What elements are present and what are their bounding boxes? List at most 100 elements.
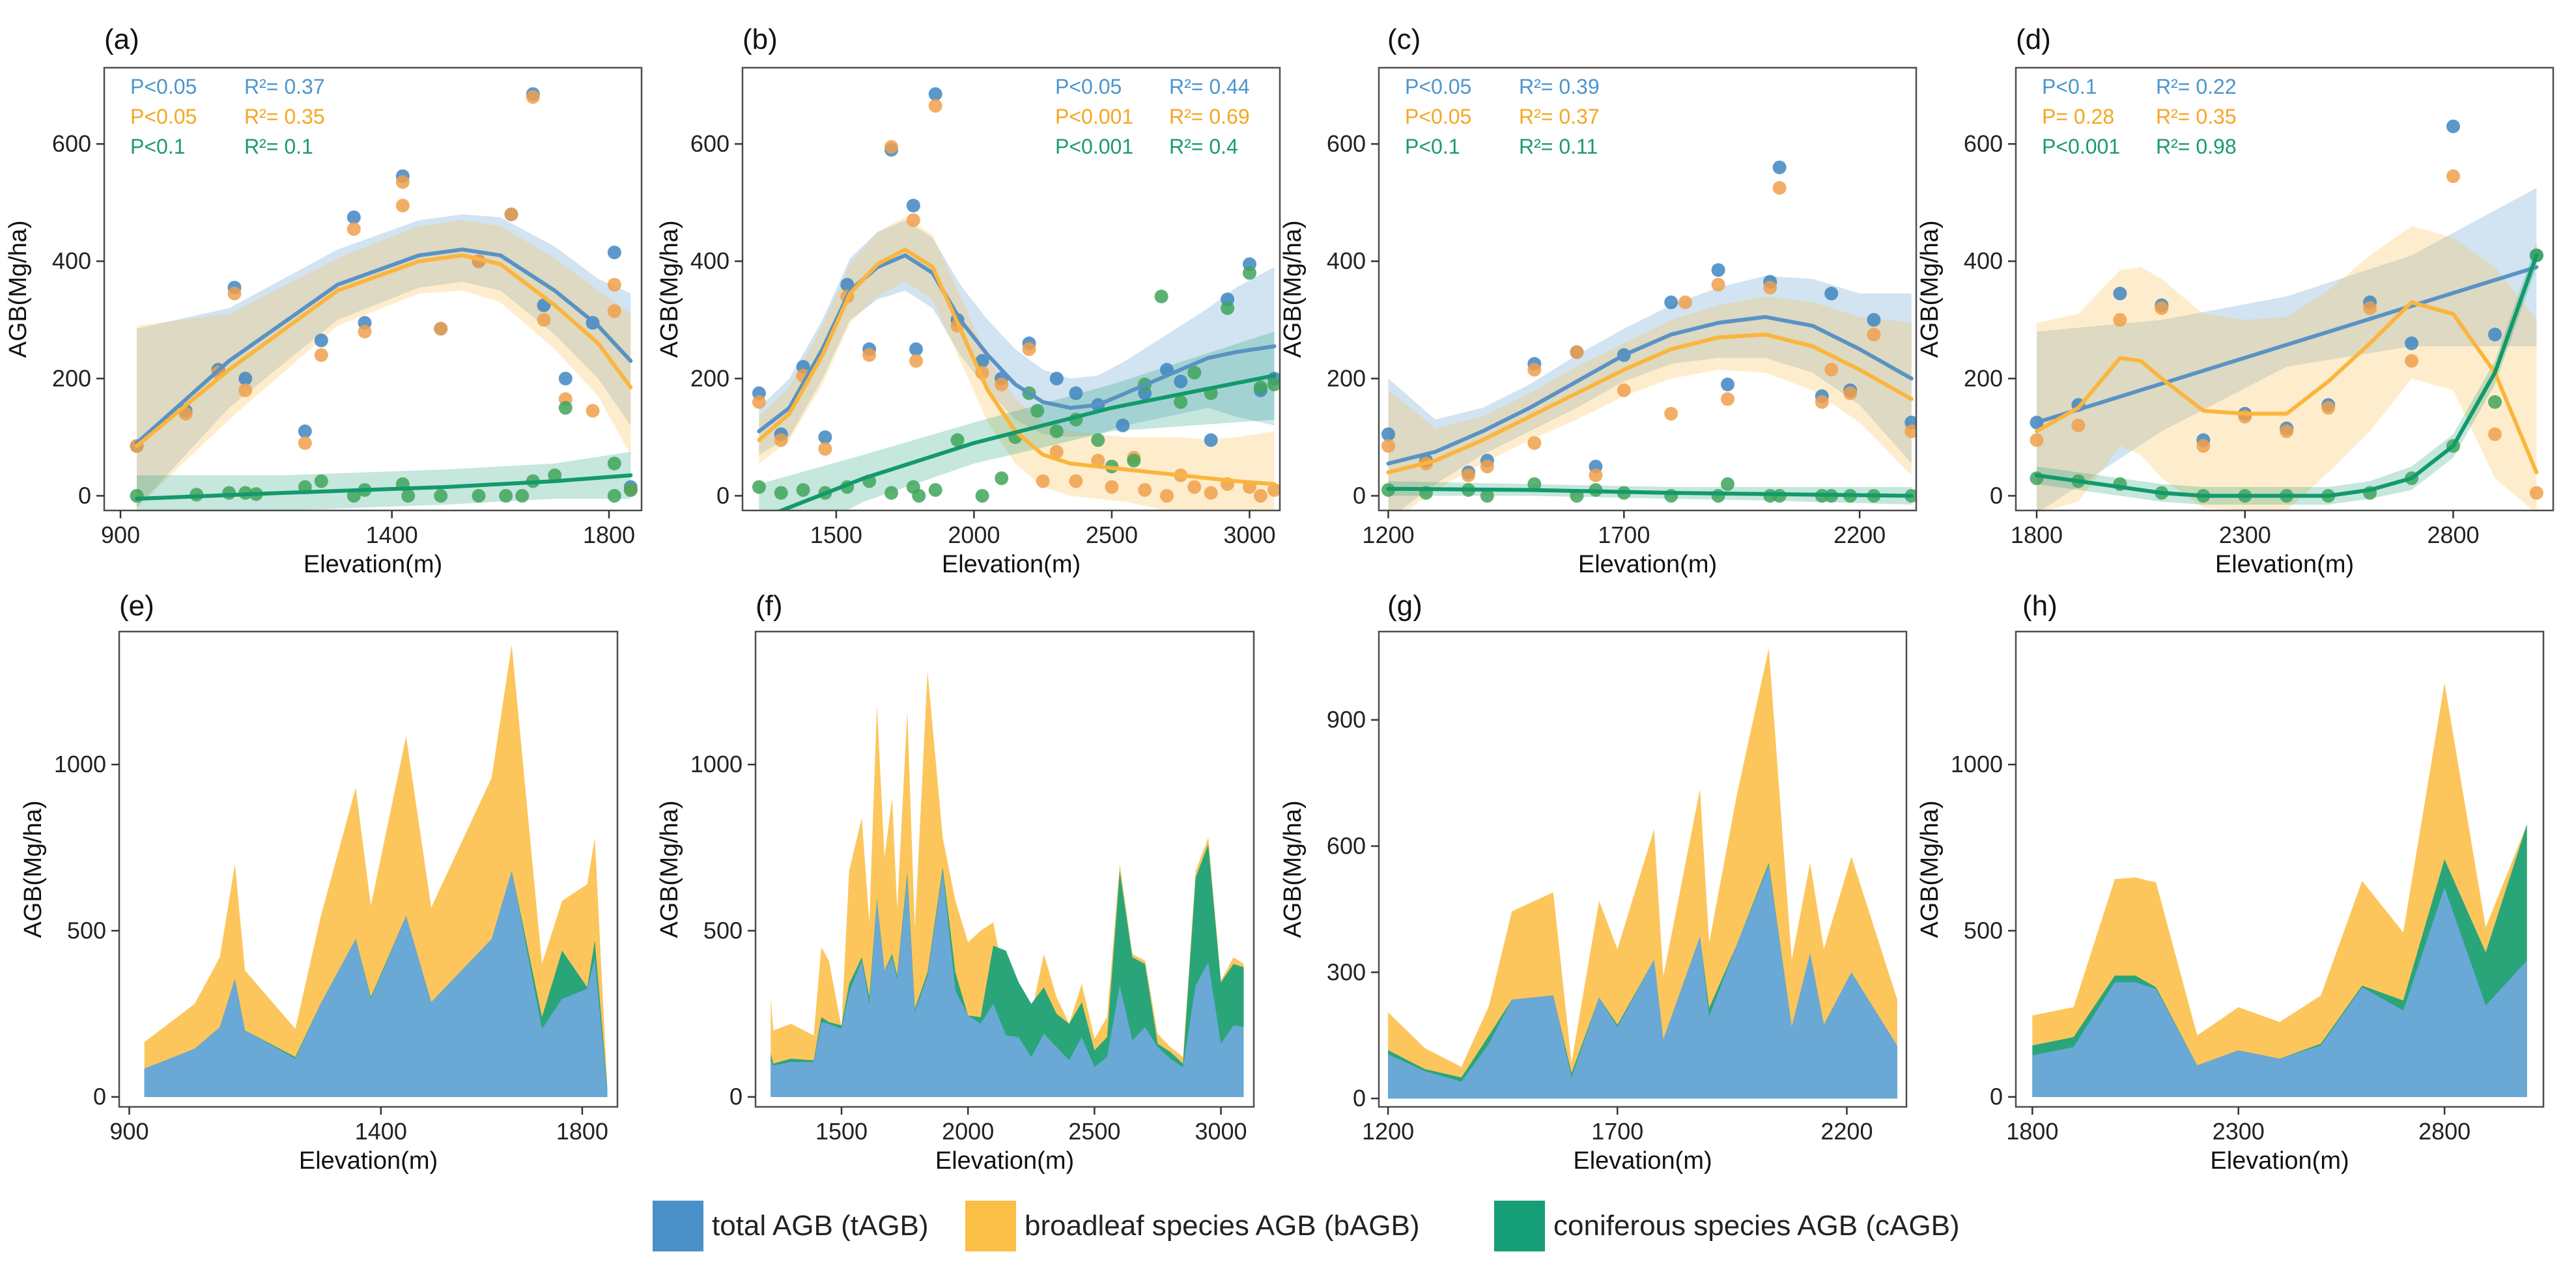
x-axis-label: Elevation(m)	[304, 551, 442, 578]
point-broad	[1527, 436, 1542, 450]
stat-p-conif: P<0.001	[2042, 135, 2120, 158]
confidence-band-conif	[759, 331, 1275, 510]
fit-line-conif	[1386, 486, 1914, 498]
point-broad	[2363, 301, 2377, 315]
x-tick-label: 1500	[815, 1118, 868, 1145]
confidence-band-broad	[759, 217, 1275, 510]
point-conif	[401, 489, 416, 503]
point-conif	[975, 489, 989, 503]
point-total	[928, 87, 942, 101]
x-tick-label: 1800	[583, 522, 635, 548]
x-tick-label: 2300	[2213, 1118, 2265, 1145]
point-conif	[752, 480, 766, 494]
point-broad	[2071, 418, 2086, 432]
point-conif	[222, 486, 236, 500]
x-tick-label: 1700	[1591, 1118, 1643, 1145]
point-broad	[607, 277, 621, 292]
point-broad	[607, 304, 621, 318]
y-tick-label: 500	[67, 917, 106, 943]
panel-frame	[103, 66, 643, 512]
point-broad	[2155, 301, 2169, 315]
stat-r2-total: R²= 0.39	[1519, 75, 1600, 98]
stat-p-broad: P= 0.28	[2042, 105, 2114, 128]
stat-p-conif: P<0.1	[1405, 135, 1460, 158]
stat-r2-broad: R²= 0.35	[2156, 105, 2237, 128]
point-broad	[928, 99, 942, 113]
confidence-band-broad	[2037, 226, 2537, 510]
x-tick-label: 2300	[2219, 522, 2271, 548]
point-total	[1204, 433, 1218, 447]
x-tick-label: 2200	[1820, 1118, 1873, 1145]
point-conif	[1527, 477, 1542, 491]
y-tick-label: 300	[1327, 958, 1366, 985]
plot-area	[1388, 648, 1897, 1099]
panel-f: 1500 2000 2500 3000 0 500 1000 Elevation(m) AGB(…	[656, 590, 1255, 1175]
point-total	[2113, 286, 2127, 301]
plot-area	[2032, 683, 2527, 1097]
point-conif	[434, 489, 448, 503]
point-broad	[1091, 453, 1105, 467]
stat-r2-broad: R²= 0.37	[1519, 105, 1600, 128]
point-broad	[885, 140, 898, 154]
point-broad	[1617, 383, 1631, 397]
point-total	[1721, 377, 1734, 391]
point-conif	[1091, 433, 1105, 447]
panel-c: P<0.05 R²= 0.39 P<0.05 R²= 0.37 P<0.1 R²= 0.1…	[1279, 23, 1918, 578]
plot-area	[1381, 160, 1916, 510]
point-broad	[2488, 427, 2502, 441]
y-tick-label: 500	[1964, 917, 2003, 943]
point-total	[238, 371, 253, 385]
fit-line-broad	[1386, 332, 1914, 475]
point-total	[1381, 427, 1395, 441]
y-axis-label: AGB(Mg/ha)	[1279, 220, 1307, 357]
point-broad	[434, 322, 448, 336]
x-tick-label: 1400	[366, 522, 418, 548]
point-total	[2405, 336, 2419, 350]
point-total	[298, 424, 312, 438]
point-broad	[1815, 395, 1829, 409]
stat-p-total: P<0.05	[130, 75, 197, 98]
point-conif	[1711, 489, 1725, 503]
panel-b: P<0.05 R²= 0.44 P<0.001 R²= 0.69 P<0.001 R²= …	[656, 23, 1281, 578]
point-conif	[499, 489, 513, 503]
point-conif	[548, 468, 562, 482]
area-total	[144, 871, 608, 1097]
x-tick-label: 2500	[1086, 522, 1138, 548]
y-tick-label: 400	[1964, 247, 2003, 274]
panel-frame	[118, 630, 619, 1108]
stat-r2-total: R²= 0.37	[244, 75, 325, 98]
point-broad	[1721, 392, 1734, 406]
point-broad	[1664, 406, 1678, 421]
stat-p-broad: P<0.05	[1405, 105, 1471, 128]
panel-frame	[1378, 630, 1908, 1108]
y-tick-label: 0	[716, 482, 729, 509]
y-axis-label: AGB(Mg/ha)	[1916, 800, 1944, 938]
area-total	[1388, 865, 1897, 1099]
point-broad	[1480, 460, 1494, 473]
y-tick-label: 200	[1327, 365, 1366, 391]
point-total	[1174, 374, 1188, 389]
fit-line-total	[757, 253, 1277, 434]
point-broad	[1570, 345, 1584, 359]
point-conif	[1480, 489, 1494, 503]
y-tick-label: 1000	[54, 751, 106, 777]
point-total	[1664, 295, 1678, 309]
point-broad	[1267, 483, 1280, 497]
stat-p-broad: P<0.001	[1055, 105, 1133, 128]
point-total	[2446, 119, 2460, 133]
x-tick-label: 2000	[948, 522, 1000, 548]
point-conif	[796, 483, 810, 497]
point-broad	[909, 354, 923, 368]
point-broad	[1160, 489, 1174, 503]
x-axis-label: Elevation(m)	[2210, 1147, 2349, 1175]
point-broad	[818, 441, 832, 456]
point-broad	[862, 348, 877, 362]
fit-line-broad	[2035, 300, 2539, 475]
plot-area	[771, 671, 1244, 1097]
x-tick-label: 3000	[1195, 1118, 1247, 1145]
point-broad	[238, 383, 253, 397]
point-total	[1711, 263, 1725, 277]
y-tick-label: 1000	[1951, 751, 2003, 777]
x-axis-label: Elevation(m)	[2215, 551, 2354, 578]
point-broad	[906, 213, 920, 227]
